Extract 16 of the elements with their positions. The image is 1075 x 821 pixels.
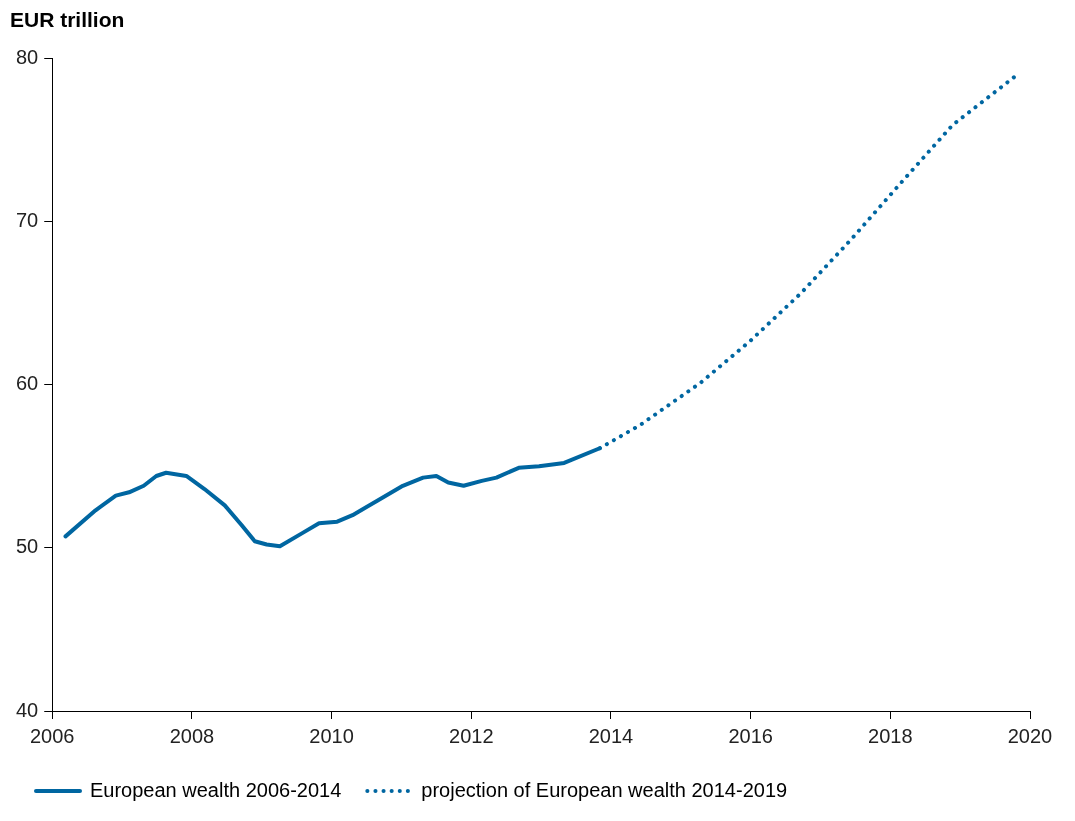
x-tick-label: 2010 — [309, 724, 354, 747]
x-tick-label: 2014 — [588, 724, 634, 747]
legend-label: projection of European wealth 2014-2019 — [421, 778, 788, 801]
y-tick-label: 80 — [16, 45, 39, 68]
x-tick-label: 2018 — [868, 724, 913, 747]
y-tick-label: 50 — [16, 535, 39, 558]
y-tick-label: 60 — [16, 372, 39, 395]
y-tick-label: 70 — [16, 208, 39, 231]
x-tick-label: 2020 — [1007, 724, 1053, 747]
x-tick-label: 2012 — [449, 724, 494, 747]
x-tick-label: 2016 — [728, 724, 773, 747]
y-tick-label: 40 — [16, 698, 39, 721]
y-axis-title: EUR trillion — [10, 8, 125, 32]
x-tick-label: 2008 — [169, 724, 215, 747]
legend-label: European wealth 2006-2014 — [90, 778, 342, 801]
x-tick-label: 2006 — [30, 724, 75, 747]
